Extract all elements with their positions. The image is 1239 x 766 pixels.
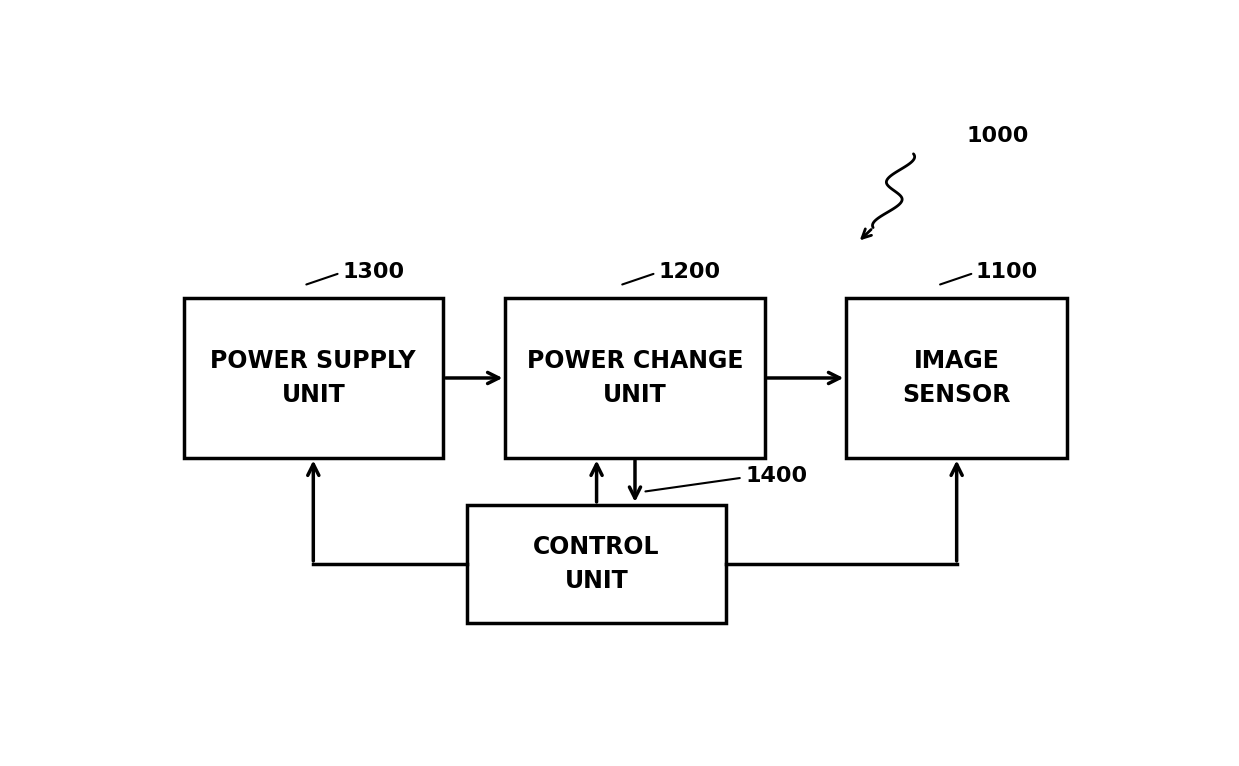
Text: 1200: 1200: [659, 262, 721, 282]
Text: POWER CHANGE
UNIT: POWER CHANGE UNIT: [527, 349, 743, 407]
Text: POWER SUPPLY
UNIT: POWER SUPPLY UNIT: [211, 349, 416, 407]
Bar: [506, 298, 764, 457]
Text: 1400: 1400: [746, 466, 808, 486]
Text: 1100: 1100: [976, 262, 1038, 282]
Text: 1000: 1000: [966, 126, 1028, 146]
Text: 1300: 1300: [342, 262, 404, 282]
Bar: [467, 505, 726, 623]
Text: CONTROL
UNIT: CONTROL UNIT: [533, 535, 660, 593]
Bar: [846, 298, 1067, 457]
Text: IMAGE
SENSOR: IMAGE SENSOR: [902, 349, 1011, 407]
Bar: [183, 298, 444, 457]
